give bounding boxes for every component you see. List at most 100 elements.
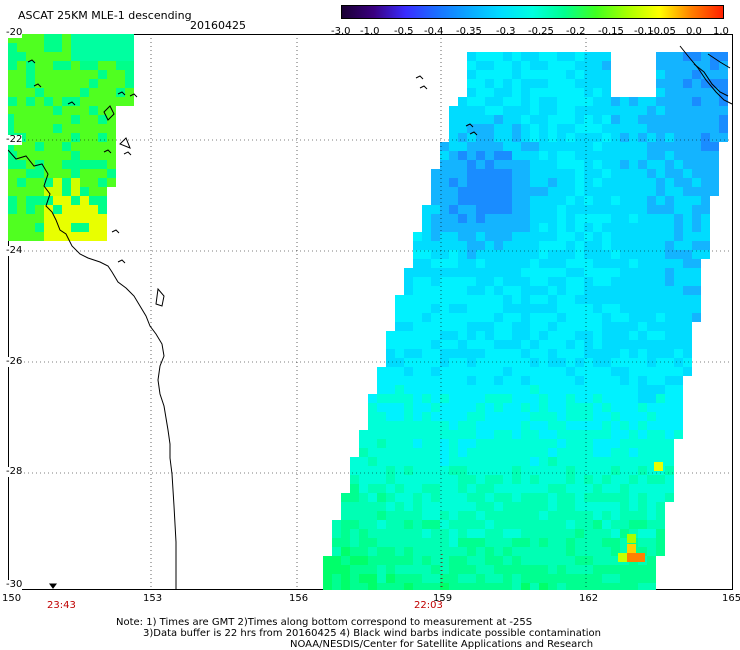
wind-cell xyxy=(494,169,503,178)
wind-cell xyxy=(485,493,494,502)
wind-cell xyxy=(521,52,530,61)
wind-cell xyxy=(719,124,728,133)
wind-cell xyxy=(467,322,476,331)
wind-cell xyxy=(503,466,512,475)
wind-cell xyxy=(521,286,530,295)
wind-cell xyxy=(593,205,602,214)
wind-cell xyxy=(413,439,422,448)
wind-cell xyxy=(566,376,575,385)
wind-cell xyxy=(350,484,359,493)
wind-cell xyxy=(539,106,548,115)
wind-cell xyxy=(458,205,467,214)
wind-cell-west xyxy=(89,106,98,115)
wind-cell-west xyxy=(62,196,71,205)
wind-cell xyxy=(395,313,404,322)
wind-cell xyxy=(548,520,557,529)
wind-cell xyxy=(476,322,485,331)
wind-cell xyxy=(656,151,665,160)
wind-cell xyxy=(386,394,395,403)
wind-cell xyxy=(683,196,692,205)
wind-cell-west xyxy=(98,52,107,61)
wind-cell xyxy=(611,376,620,385)
wind-cell xyxy=(602,187,611,196)
wind-cell xyxy=(557,151,566,160)
wind-cell xyxy=(719,79,728,88)
wind-cell xyxy=(476,331,485,340)
wind-cell xyxy=(350,556,359,565)
wind-cell xyxy=(449,313,458,322)
wind-cell xyxy=(602,565,611,574)
wind-cell xyxy=(449,412,458,421)
wind-cell xyxy=(584,484,593,493)
wind-cell xyxy=(683,133,692,142)
wind-cell xyxy=(431,565,440,574)
wind-cell xyxy=(611,232,620,241)
wind-cell xyxy=(467,313,476,322)
wind-cell xyxy=(656,394,665,403)
wind-cell xyxy=(413,250,422,259)
wind-cell xyxy=(584,52,593,61)
wind-cell xyxy=(611,421,620,430)
wind-cell xyxy=(638,268,647,277)
wind-cell xyxy=(584,520,593,529)
wind-cell xyxy=(530,241,539,250)
wind-cell xyxy=(413,574,422,583)
wind-cell xyxy=(539,232,548,241)
wind-cell xyxy=(494,583,503,590)
wind-cell-west xyxy=(89,34,98,43)
wind-cell xyxy=(404,583,413,590)
wind-cell xyxy=(395,340,404,349)
wind-cell xyxy=(494,331,503,340)
wind-cell xyxy=(548,430,557,439)
wind-cell xyxy=(485,322,494,331)
wind-cell xyxy=(665,70,674,79)
wind-cell-west xyxy=(62,115,71,124)
wind-cell xyxy=(485,376,494,385)
wind-cell xyxy=(503,556,512,565)
wind-cell xyxy=(557,538,566,547)
wind-cell xyxy=(458,511,467,520)
wind-cell xyxy=(539,556,548,565)
wind-cell xyxy=(566,268,575,277)
wind-cell-warm xyxy=(636,553,645,562)
wind-cell xyxy=(683,250,692,259)
wind-cell xyxy=(620,493,629,502)
wind-cell xyxy=(413,241,422,250)
wind-cell xyxy=(575,529,584,538)
wind-cell xyxy=(530,106,539,115)
wind-cell xyxy=(458,268,467,277)
wind-cell-west xyxy=(71,34,80,43)
wind-cell xyxy=(692,223,701,232)
wind-cell xyxy=(485,268,494,277)
wind-cell-west xyxy=(44,151,53,160)
wind-cell xyxy=(566,52,575,61)
wind-cell xyxy=(449,484,458,493)
wind-cell xyxy=(611,574,620,583)
wind-cell xyxy=(404,322,413,331)
wind-cell xyxy=(611,241,620,250)
wind-cell xyxy=(611,475,620,484)
wind-cell xyxy=(458,475,467,484)
wind-cell xyxy=(530,205,539,214)
lon-label: 150 xyxy=(2,593,22,604)
wind-cell xyxy=(431,484,440,493)
wind-cell xyxy=(476,304,485,313)
wind-cell xyxy=(494,106,503,115)
wind-cell xyxy=(566,115,575,124)
wind-cell xyxy=(602,493,611,502)
wind-cell xyxy=(485,142,494,151)
wind-cell-west xyxy=(89,133,98,142)
wind-cell xyxy=(647,547,656,556)
reef-path xyxy=(103,105,115,121)
wind-cell xyxy=(665,403,674,412)
wind-cell xyxy=(431,331,440,340)
wind-cell xyxy=(377,565,386,574)
wind-cell-west xyxy=(26,178,35,187)
wind-cell xyxy=(449,385,458,394)
wind-cell xyxy=(701,250,710,259)
wind-cell-west xyxy=(53,70,62,79)
colorbar-label: -0.1 xyxy=(634,26,654,37)
wind-cell xyxy=(440,304,449,313)
wind-cell xyxy=(548,340,557,349)
wind-cell xyxy=(503,322,512,331)
